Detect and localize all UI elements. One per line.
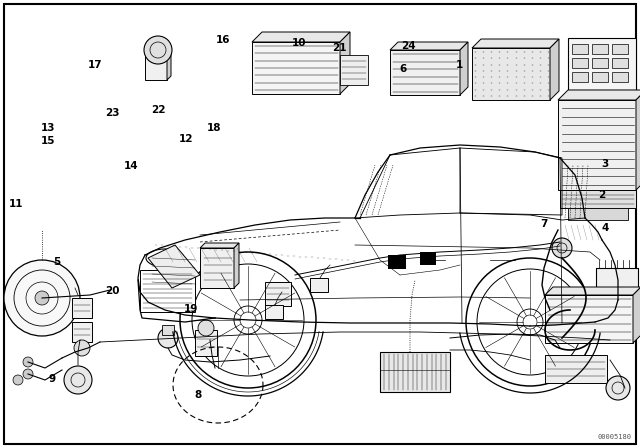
Bar (558, 100, 636, 190)
Polygon shape (472, 39, 559, 48)
Text: 00005180: 00005180 (598, 434, 632, 440)
Bar (612, 72, 628, 82)
Circle shape (606, 376, 630, 400)
Bar (340, 55, 368, 85)
Polygon shape (200, 243, 239, 248)
Circle shape (74, 340, 90, 356)
Text: 22: 22 (152, 105, 166, 115)
Polygon shape (390, 42, 468, 50)
Text: 13: 13 (41, 123, 55, 133)
Circle shape (517, 309, 543, 335)
Bar (252, 42, 340, 94)
Bar (612, 58, 628, 68)
Bar (380, 352, 450, 392)
Circle shape (23, 357, 33, 367)
Polygon shape (545, 287, 640, 295)
Text: 24: 24 (401, 41, 415, 51)
Bar (200, 248, 234, 288)
Bar (72, 322, 92, 342)
Text: 7: 7 (540, 219, 548, 229)
Text: 4: 4 (601, 224, 609, 233)
Bar (162, 325, 174, 335)
Circle shape (35, 291, 49, 305)
Text: 11: 11 (9, 199, 23, 209)
Polygon shape (550, 39, 559, 100)
Text: 19: 19 (184, 304, 198, 314)
Text: 18: 18 (207, 123, 221, 133)
Text: 9: 9 (49, 374, 56, 383)
Circle shape (158, 328, 178, 348)
Text: 1: 1 (456, 60, 463, 70)
Bar (560, 190, 636, 208)
Bar (195, 330, 217, 356)
Polygon shape (558, 90, 640, 100)
Bar (265, 282, 291, 306)
Bar (202, 250, 234, 288)
Circle shape (13, 375, 23, 385)
Bar (265, 305, 283, 319)
Text: 21: 21 (332, 43, 346, 53)
Text: 2: 2 (598, 190, 605, 200)
Text: 16: 16 (216, 35, 230, 45)
Polygon shape (148, 245, 200, 288)
Bar (145, 52, 167, 80)
Bar (592, 72, 608, 82)
Text: 10: 10 (292, 38, 307, 47)
Text: 12: 12 (179, 134, 193, 144)
Circle shape (144, 36, 172, 64)
Bar (545, 355, 607, 383)
Circle shape (234, 306, 262, 334)
Polygon shape (234, 243, 239, 288)
Polygon shape (167, 48, 171, 80)
Bar (388, 255, 406, 269)
Circle shape (23, 369, 33, 379)
Circle shape (64, 366, 92, 394)
Circle shape (4, 260, 80, 336)
Bar (140, 270, 195, 312)
Text: 8: 8 (195, 390, 202, 400)
Bar (390, 50, 460, 95)
Text: 23: 23 (105, 108, 119, 118)
Bar (72, 298, 92, 318)
Text: 6: 6 (399, 65, 407, 74)
Bar (572, 58, 588, 68)
Bar (568, 208, 628, 220)
Bar (592, 58, 608, 68)
Polygon shape (145, 48, 171, 52)
Bar (545, 295, 633, 343)
Polygon shape (636, 90, 640, 190)
Bar (596, 268, 638, 290)
Circle shape (552, 238, 572, 258)
Text: 15: 15 (41, 136, 55, 146)
Text: 3: 3 (601, 159, 609, 168)
Circle shape (198, 320, 214, 336)
Polygon shape (252, 32, 350, 42)
Bar (612, 44, 628, 54)
Bar (592, 44, 608, 54)
Text: 5: 5 (52, 257, 60, 267)
Bar (310, 278, 328, 292)
Text: 20: 20 (105, 286, 119, 296)
Bar (472, 48, 550, 100)
Text: 17: 17 (88, 60, 102, 70)
Polygon shape (340, 32, 350, 94)
Text: 14: 14 (124, 161, 138, 171)
Bar (572, 72, 588, 82)
Polygon shape (633, 287, 640, 343)
Bar (572, 44, 588, 54)
Bar (568, 38, 636, 90)
Polygon shape (460, 42, 468, 95)
Bar (420, 252, 436, 265)
